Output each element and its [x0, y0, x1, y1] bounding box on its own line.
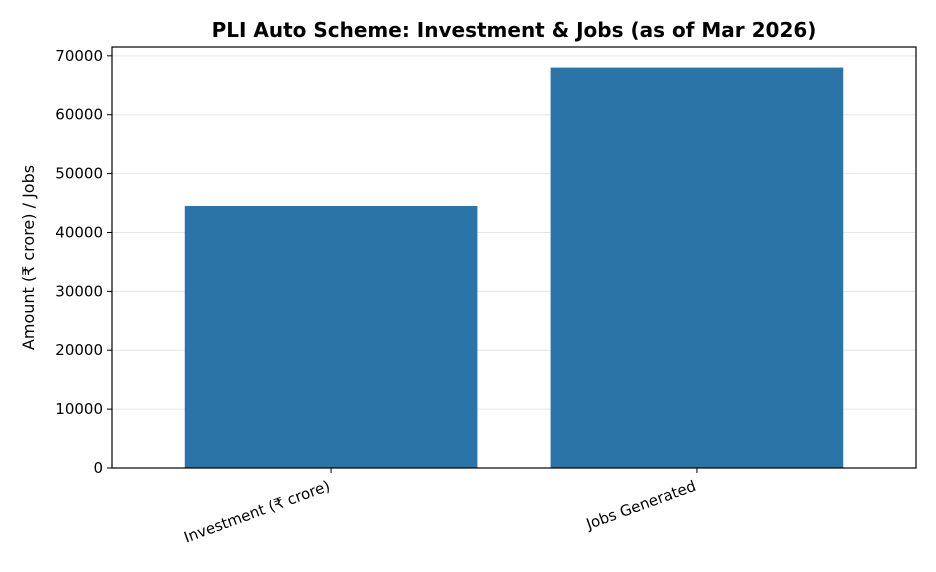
- bars: [184, 67, 844, 469]
- chart-title: PLI Auto Scheme: Investment & Jobs (as o…: [212, 18, 817, 42]
- y-tick-label: 0: [93, 459, 103, 477]
- y-tick-label: 10000: [55, 400, 103, 418]
- bar: [184, 205, 478, 469]
- y-tick-label: 30000: [55, 282, 103, 300]
- x-tick-label: Jobs Generated: [583, 477, 698, 534]
- plot-frame: [111, 46, 917, 469]
- y-axis-label: Amount (₹ crore) / Jobs: [19, 165, 38, 350]
- y-axis: 0 10000 20000 30000 40000 50000 60000 70000: [55, 47, 112, 477]
- x-axis: Investment (₹ crore) Jobs Generated: [182, 468, 698, 547]
- y-tick-label: 60000: [55, 106, 103, 124]
- bar: [550, 67, 844, 468]
- x-tick-label: Investment (₹ crore): [182, 477, 333, 547]
- y-tick-label: 50000: [55, 165, 103, 183]
- y-tick-label: 70000: [55, 47, 103, 65]
- y-tick-label: 20000: [55, 341, 103, 359]
- y-tick-label: 40000: [55, 223, 103, 241]
